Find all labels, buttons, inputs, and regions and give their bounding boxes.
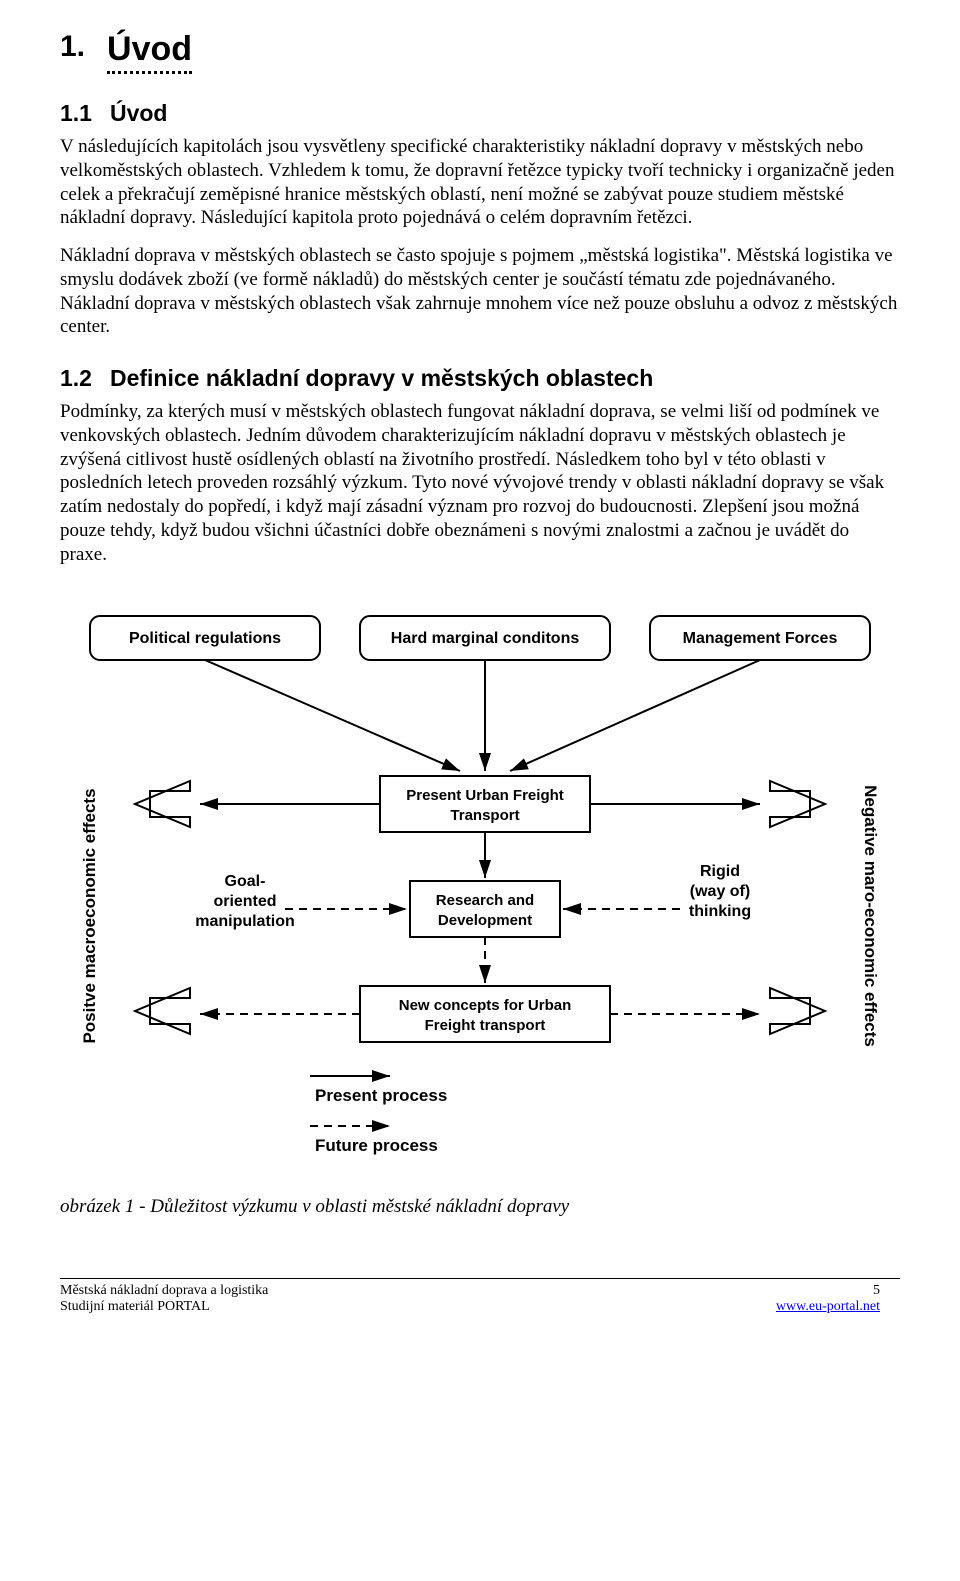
rigid-label-l3: thinking xyxy=(689,903,751,920)
edge-mgmt-to-present xyxy=(510,660,760,771)
figure-caption: obrázek 1 - Důležitost výzkumu v oblasti… xyxy=(60,1196,900,1218)
page-footer: Městská nákladní doprava a logistika 5 S… xyxy=(60,1278,900,1315)
diagram-figure: Political regulations Hard marginal condi… xyxy=(60,606,900,1166)
h1-number: 1. xyxy=(60,30,85,64)
goal-label-l1: Goal- xyxy=(225,873,266,890)
rigid-label-l1: Rigid xyxy=(700,863,740,880)
h2-title: Definice nákladní dopravy v městských ob… xyxy=(110,365,653,391)
heading-1: 1. Úvod xyxy=(60,30,900,74)
node-hard-label: Hard marginal conditons xyxy=(391,630,580,647)
legend-present-label: Present process xyxy=(315,1086,447,1105)
block-arrow-left-icon xyxy=(135,988,190,1034)
footer-subtitle: Studijní materiál PORTAL xyxy=(60,1299,210,1315)
block-arrow-left-icon xyxy=(135,781,190,827)
legend-future-label: Future process xyxy=(315,1136,438,1155)
node-mgmt-label: Management Forces xyxy=(683,630,838,647)
h1-title: Úvod xyxy=(107,30,192,74)
h2-number: 1.2 xyxy=(60,365,92,391)
footer-title: Městská nákladní doprava a logistika xyxy=(60,1283,268,1299)
paragraph: Podmínky, za kterých musí v městských ob… xyxy=(60,400,900,566)
node-present-label1: Present Urban Freight xyxy=(406,787,564,804)
footer-left: Městská nákladní doprava a logistika 5 S… xyxy=(60,1283,880,1315)
footer-url-link[interactable]: www.eu-portal.net xyxy=(776,1299,880,1315)
h2-number: 1.1 xyxy=(60,100,92,126)
h2-title: Úvod xyxy=(110,100,168,126)
node-political-label: Political regulations xyxy=(129,630,281,647)
paragraph: Nákladní doprava v městských oblastech s… xyxy=(60,244,900,339)
paragraph: V následujících kapitolách jsou vysvětle… xyxy=(60,135,900,230)
block-arrow-right-icon xyxy=(770,988,825,1034)
block-arrow-right-icon xyxy=(770,781,825,827)
node-rnd-label2: Development xyxy=(438,912,532,929)
page: 1. Úvod 1.1 Úvod V následujících kapitolá… xyxy=(0,0,960,1238)
node-rnd-label1: Research and xyxy=(436,892,534,909)
edge-political-to-present xyxy=(205,660,460,771)
goal-label-l2: oriented xyxy=(213,893,276,910)
heading-2-definition: 1.2 Definice nákladní dopravy v městských… xyxy=(60,365,900,392)
flowchart-svg: Political regulations Hard marginal condi… xyxy=(60,606,900,1166)
page-number: 5 xyxy=(873,1283,880,1299)
node-new-label1: New concepts for Urban xyxy=(399,997,572,1014)
heading-2-intro: 1.1 Úvod xyxy=(60,100,900,127)
goal-label-l3: manipulation xyxy=(195,913,295,930)
rigid-label-l2: (way of) xyxy=(690,883,750,900)
node-present-label2: Transport xyxy=(450,807,519,824)
positive-effects-label: Positve macroeconomic effects xyxy=(80,789,99,1044)
node-new-label2: Freight transport xyxy=(425,1017,546,1034)
negative-effects-label: Negative maro-economic effects xyxy=(861,785,880,1047)
